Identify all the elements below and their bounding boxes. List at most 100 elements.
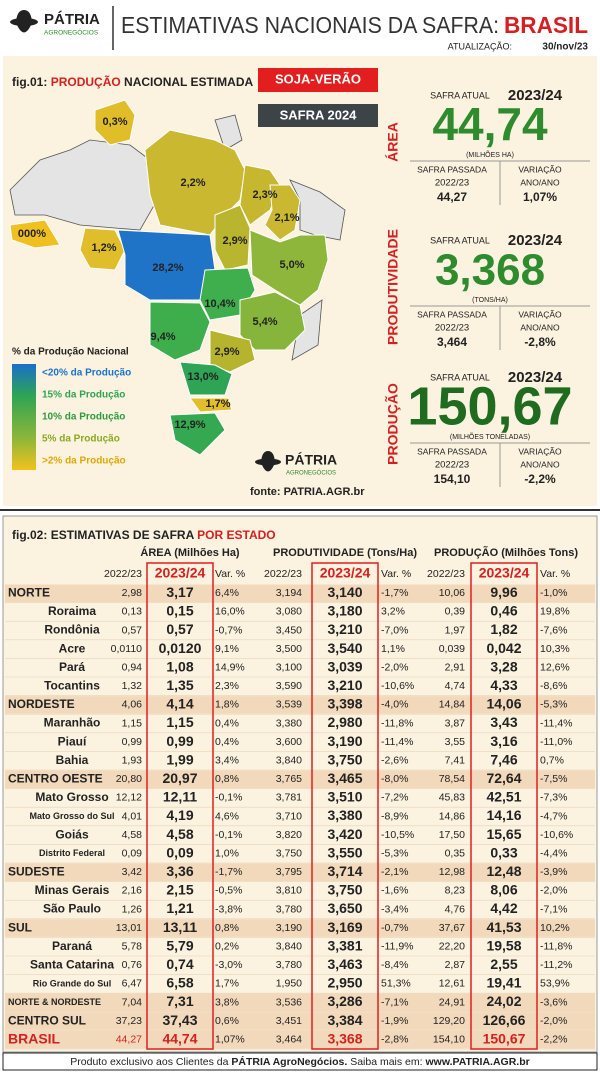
cell: 3,36 (166, 863, 193, 879)
cell: 0,0110 (111, 643, 142, 655)
map-label: 13,0% (187, 371, 218, 383)
cell: -3,4% (381, 903, 408, 915)
cell: 4,14 (166, 696, 193, 712)
cell: 0,4% (215, 717, 239, 729)
title-highlight: BRASIL (504, 12, 588, 38)
cell: -2,6% (381, 754, 408, 766)
current-value: 150,67 (407, 376, 572, 436)
change-label: ANO/ANO (520, 459, 560, 469)
column-header: 2023/24 (479, 565, 530, 581)
row-bg (5, 863, 595, 882)
cell: 7,46 (490, 751, 517, 767)
cell: 0,09 (166, 844, 193, 860)
cell: -1,9% (381, 1015, 408, 1027)
state-shape (179, 361, 233, 396)
cell: 2,55 (490, 956, 517, 972)
cell: 3,710 (276, 810, 302, 822)
previous-value: 154,10 (434, 472, 471, 486)
cell: 3,450 (276, 624, 302, 636)
map-label: 2,1% (274, 212, 299, 224)
cell: 12,61 (439, 978, 465, 990)
cell: 1,07% (215, 1033, 245, 1045)
cell: 13,01 (116, 922, 142, 934)
cell: 1,93 (122, 754, 143, 766)
change-label: ANO/ANO (520, 322, 560, 332)
cell: 0,8% (215, 922, 239, 934)
region-name: CENTRO SUL (8, 1013, 86, 1027)
cell: 150,67 (483, 1030, 526, 1046)
cell: 3,536 (276, 996, 302, 1008)
region-name: BRASIL (8, 1030, 61, 1046)
cell: 0,0120 (159, 640, 202, 656)
cell: 12,6% (540, 661, 570, 673)
column-header: 2023/24 (320, 565, 371, 581)
cell: 3,43 (490, 714, 517, 730)
cell: 3,210 (327, 677, 362, 693)
column-highlight (470, 562, 538, 1050)
cell: 1,99 (166, 751, 193, 767)
cell: 3,539 (276, 699, 302, 711)
logo (255, 451, 281, 472)
cell: 14,16 (486, 807, 521, 823)
map-label: 2,3% (252, 189, 277, 201)
cell: 126,66 (483, 1012, 526, 1028)
footer-box (2, 1052, 598, 1071)
cell: 3,210 (327, 621, 362, 637)
cell: 37,23 (116, 1015, 142, 1027)
cell: 0,15 (166, 603, 193, 619)
state-name: Piauí (58, 734, 87, 748)
map-label: 5,0% (279, 259, 304, 271)
cell: -2,1% (381, 866, 408, 878)
cell: 0,94 (122, 661, 143, 673)
cell: 4,42 (490, 900, 517, 916)
cell: 2,98 (122, 587, 143, 599)
cell: 3,510 (327, 789, 362, 805)
brand: PÁTRIA (285, 452, 337, 468)
map-label: 10,4% (204, 298, 235, 310)
cell: 19,58 (486, 937, 521, 953)
state-name: São Paulo (43, 902, 101, 916)
cell: 3,194 (276, 587, 302, 599)
cell: 20,97 (162, 770, 197, 786)
state-name: Minas Gerais (35, 883, 110, 897)
cell: 53,9% (540, 978, 570, 990)
logo (10, 10, 38, 33)
column-header: Var. % (381, 568, 411, 580)
footer: Produto exclusivo aos Clientes da PÁTRIA… (70, 1055, 529, 1068)
cell: -1,6% (381, 885, 408, 897)
region-name: SUDESTE (8, 864, 65, 878)
row-bg (5, 919, 595, 937)
cell: -11,4% (540, 717, 573, 729)
cell: 0,76 (122, 959, 143, 971)
map (9, 99, 346, 456)
cell: 3,840 (276, 754, 302, 766)
cell: 8,23 (445, 885, 466, 897)
cell: -4,4% (540, 847, 567, 859)
cell: -2,2% (540, 1033, 567, 1045)
cell: 2,3% (215, 680, 239, 692)
region-name: CENTRO OESTE (8, 771, 103, 785)
change-value: -2,2% (524, 472, 556, 486)
region-name: NORTE (8, 585, 50, 599)
cell: -11,8% (381, 717, 414, 729)
row-bg (5, 770, 595, 789)
map-label: 0,3% (102, 116, 127, 128)
cell: -0,5% (215, 885, 242, 897)
cell: -11,0% (540, 736, 573, 748)
cell: 0,46 (490, 603, 517, 619)
cell: -7,2% (381, 792, 408, 804)
legend-item: 15% da Produção (42, 390, 125, 401)
cell: 19,8% (540, 606, 570, 618)
current-label: SAFRA ATUAL (430, 372, 490, 382)
cell: -5,3% (381, 847, 408, 859)
cell: -5,3% (540, 699, 567, 711)
cell: -0,7% (215, 624, 242, 636)
current-season: 2023/24 (508, 232, 563, 249)
cell: 3,039 (327, 658, 362, 674)
map-label: 000% (18, 228, 46, 240)
cell: -1,7% (215, 866, 242, 878)
cell: 0,39 (445, 606, 466, 618)
cell: 2,980 (327, 714, 362, 730)
cell: -2,8% (381, 1033, 408, 1045)
cell: 1,15 (122, 717, 143, 729)
